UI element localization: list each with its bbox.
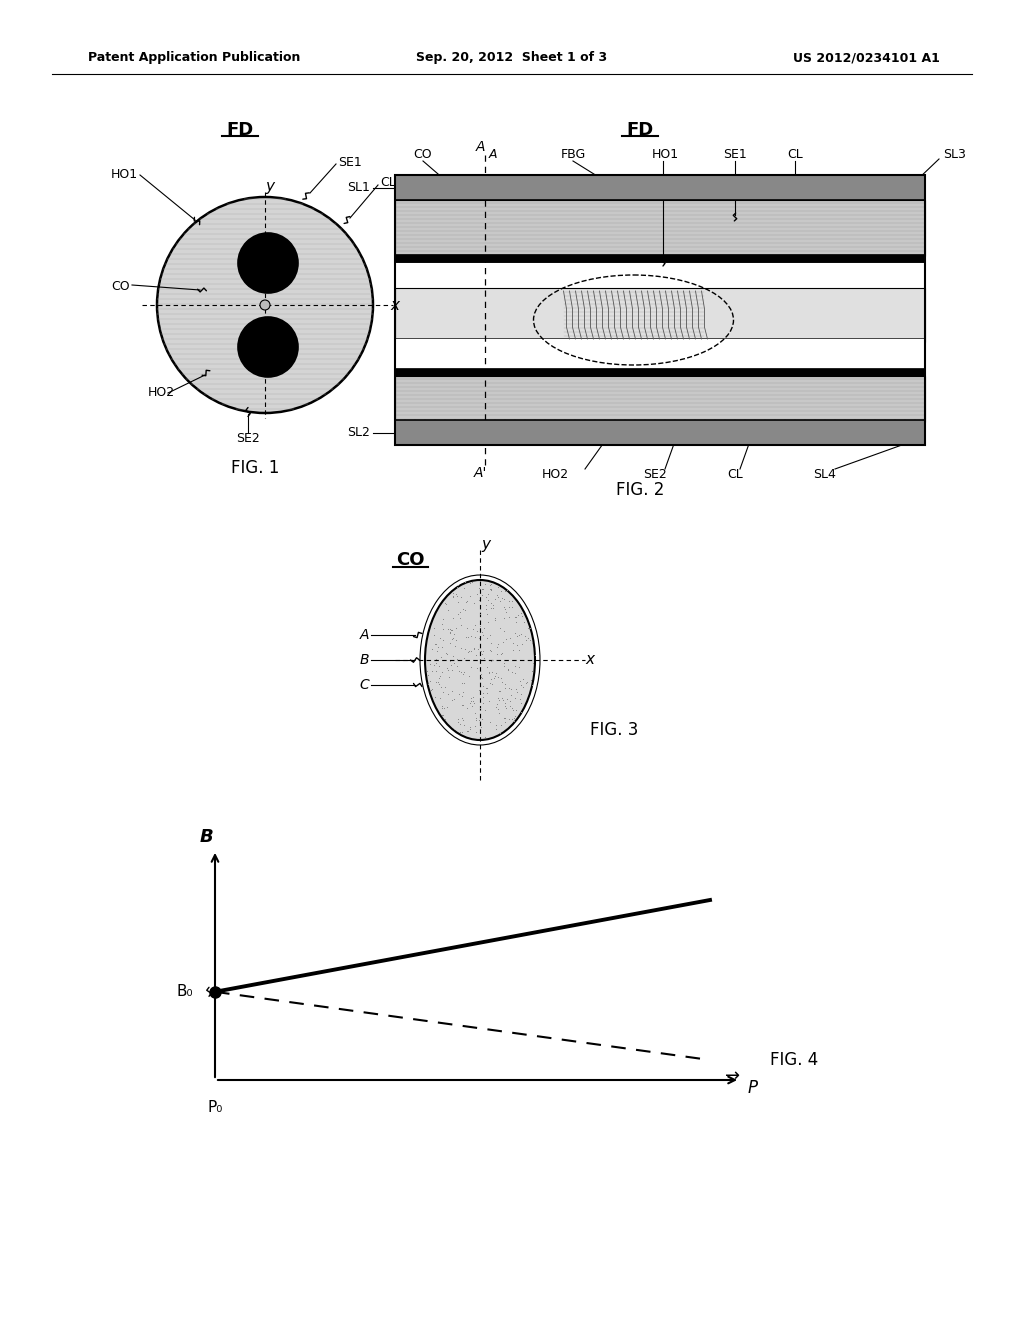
Text: FD: FD xyxy=(627,121,653,139)
Text: FIG. 3: FIG. 3 xyxy=(590,721,638,739)
Text: SL3: SL3 xyxy=(943,149,966,161)
Text: B₀: B₀ xyxy=(176,985,193,999)
Bar xyxy=(395,176,925,201)
Text: A': A' xyxy=(473,466,486,480)
Text: SL1: SL1 xyxy=(347,181,370,194)
Text: Patent Application Publication: Patent Application Publication xyxy=(88,51,300,65)
Text: HO2: HO2 xyxy=(148,387,175,400)
Circle shape xyxy=(238,317,298,378)
Text: SE2: SE2 xyxy=(643,469,667,482)
Text: CO: CO xyxy=(395,550,424,569)
Text: SE1: SE1 xyxy=(723,149,746,161)
Text: SE2: SE2 xyxy=(237,432,260,445)
Text: CL: CL xyxy=(380,177,395,190)
Text: A: A xyxy=(359,628,369,642)
Text: SL4: SL4 xyxy=(813,469,837,482)
Text: P: P xyxy=(748,1078,758,1097)
Text: B: B xyxy=(359,653,369,667)
Bar xyxy=(395,338,925,370)
Text: CO: CO xyxy=(414,149,432,161)
Text: A: A xyxy=(475,140,484,154)
Circle shape xyxy=(246,325,290,370)
Text: x: x xyxy=(390,297,399,313)
Text: FIG. 4: FIG. 4 xyxy=(770,1051,818,1069)
Text: FIG. 2: FIG. 2 xyxy=(615,480,665,499)
Text: P₀: P₀ xyxy=(207,1100,222,1115)
Bar xyxy=(395,288,925,342)
Text: HO2: HO2 xyxy=(542,469,568,482)
Bar xyxy=(395,176,925,445)
Text: FIG. 1: FIG. 1 xyxy=(230,459,280,477)
Circle shape xyxy=(246,242,290,285)
Text: HO1: HO1 xyxy=(111,169,138,181)
Text: Sep. 20, 2012  Sheet 1 of 3: Sep. 20, 2012 Sheet 1 of 3 xyxy=(417,51,607,65)
Text: HO1: HO1 xyxy=(651,149,679,161)
Circle shape xyxy=(265,345,271,350)
Text: →: → xyxy=(725,1067,740,1085)
Text: C: C xyxy=(359,678,369,692)
Text: CL: CL xyxy=(787,149,803,161)
Text: SL2: SL2 xyxy=(347,426,370,440)
Bar xyxy=(395,261,925,292)
Text: FBG: FBG xyxy=(560,149,586,161)
Bar xyxy=(395,368,925,376)
Text: CL: CL xyxy=(727,469,742,482)
Text: A: A xyxy=(488,149,498,161)
Text: B: B xyxy=(200,828,214,846)
Circle shape xyxy=(265,260,271,267)
Text: SE1: SE1 xyxy=(338,156,361,169)
Text: FD: FD xyxy=(226,121,254,139)
Bar xyxy=(395,376,925,422)
Circle shape xyxy=(260,300,270,310)
Text: x: x xyxy=(586,652,595,668)
Circle shape xyxy=(238,234,298,293)
Bar xyxy=(395,201,925,256)
Text: y: y xyxy=(265,180,274,194)
Text: US 2012/0234101 A1: US 2012/0234101 A1 xyxy=(794,51,940,65)
Bar xyxy=(395,253,925,261)
Circle shape xyxy=(157,197,373,413)
Text: y: y xyxy=(481,537,490,553)
Text: CO: CO xyxy=(112,281,130,293)
Ellipse shape xyxy=(425,579,535,741)
Bar xyxy=(395,420,925,445)
